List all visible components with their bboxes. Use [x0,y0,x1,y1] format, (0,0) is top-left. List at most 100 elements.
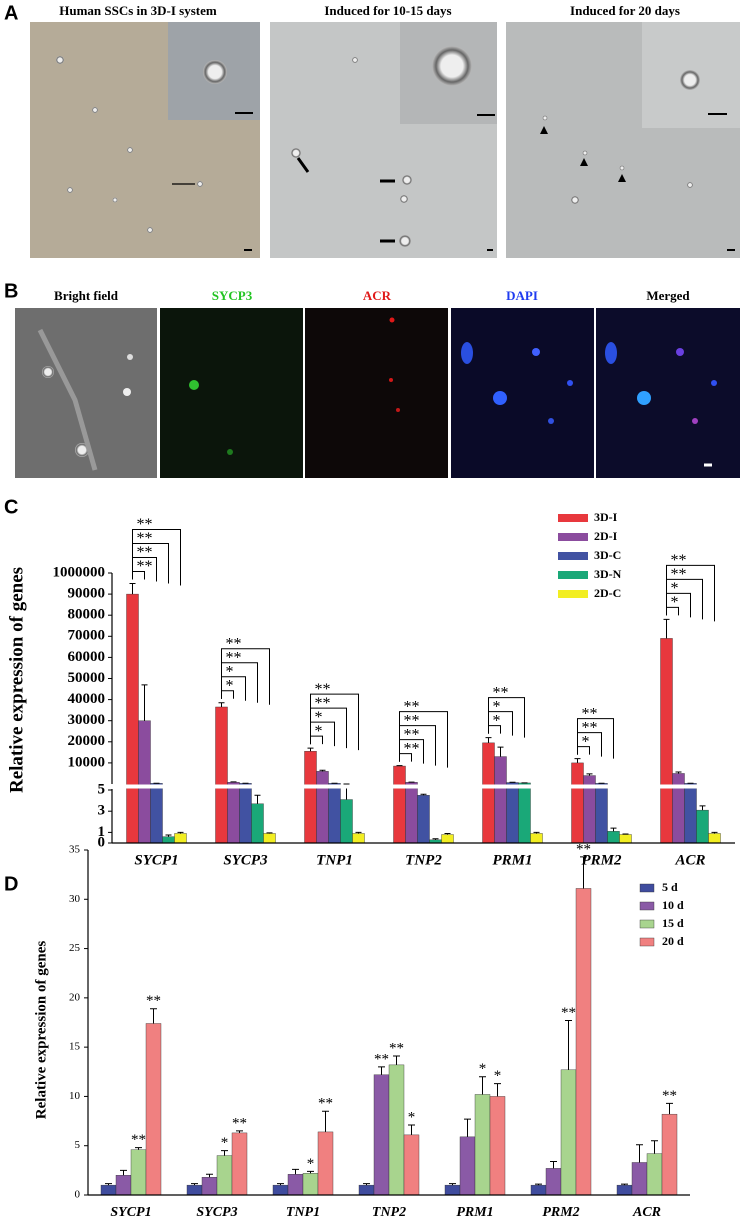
significance-bracket [132,529,181,586]
significance-bracket [577,718,614,759]
significance-label: ** [404,740,420,757]
y-tick-label: 15 [69,1041,81,1053]
error-bar [307,747,314,752]
legend-label: 5 d [662,880,678,894]
legend-swatch [558,590,588,598]
x-tick-label: TNP1 [286,1205,320,1220]
error-bar [420,793,427,796]
error-bar [666,1102,673,1115]
error-bar [120,1169,127,1176]
significance-label: ** [137,544,153,561]
significance-label: ** [576,841,591,857]
x-tick-label: PRM2 [581,852,622,868]
x-tick-label: TNP2 [405,852,442,868]
bar [352,833,365,844]
error-bar [319,769,326,772]
panel-label: C [4,496,18,518]
significance-label: ** [671,552,687,569]
significance-label: * [315,709,323,726]
significance-label: ** [315,681,331,698]
bar [186,1184,203,1196]
bar [708,833,721,844]
error-bar [699,805,706,811]
x-tick-label: SYCP1 [110,1205,151,1220]
error-bar [150,1008,157,1024]
significance-label: * [493,698,501,715]
error-bar [165,834,172,837]
bar [340,799,353,844]
y-tick-label: 60000 [68,649,106,665]
significance-label: ** [318,1096,333,1112]
error-bar [129,583,136,595]
legend-swatch [558,514,588,522]
image-title: Induced for 20 days [570,3,680,18]
y-tick-label: 90000 [68,586,106,602]
axis-break [106,784,735,789]
error-bar [363,1183,370,1186]
y-tick-label: 30 [69,893,81,905]
significance-bracket [221,648,270,705]
error-bar [292,1168,299,1175]
y-tick-label: 25 [69,942,81,954]
significance-label: ** [137,516,153,533]
significance-label: ** [561,1005,576,1021]
error-bar [485,737,492,743]
bar [317,1131,334,1196]
error-bar [610,827,617,832]
error-bar [580,856,587,889]
significance-label: ** [232,1115,247,1131]
y-tick-label: 20000 [68,733,106,749]
significance-label: ** [389,1040,404,1056]
bar [441,834,454,844]
error-bar [533,831,540,834]
y-tick-label: 30000 [68,712,106,728]
panel-label: B [4,280,18,302]
y-tick-label: 0 [75,1189,81,1201]
error-bar [535,1183,542,1186]
significance-label: ** [404,712,420,729]
legend-label: 3D-N [594,567,622,581]
image-title: SYCP3 [212,288,253,303]
significance-label: * [671,594,679,611]
error-bar [236,1130,243,1133]
significance-bracket [310,693,359,751]
significance-label: * [226,663,234,680]
error-bar [221,1150,228,1156]
error-bar [479,1076,486,1095]
significance-label: * [226,677,234,694]
error-bar [432,838,439,840]
error-bar [307,1170,314,1174]
error-bar [277,1183,284,1186]
bar [530,833,543,844]
significance-label: ** [582,719,598,736]
legend-label: 3D-I [594,510,618,524]
y-tick-label: 0 [98,834,106,850]
error-bar [254,794,261,804]
bar [595,783,608,844]
bar [130,1149,147,1196]
error-bar [444,832,451,835]
x-tick-label: ACR [632,1205,661,1220]
bar [150,783,163,844]
bar [506,782,519,844]
legend-swatch [639,901,655,911]
y-tick-label: 10 [69,1090,81,1102]
error-bar [663,618,670,639]
bar [575,888,592,1196]
error-bar [464,1118,471,1137]
bar [518,782,531,844]
bar [619,834,632,844]
y-tick-label: 40000 [68,691,106,707]
bar [530,1184,547,1196]
bar [571,762,584,844]
y-tick-label: 1000000 [53,564,106,580]
x-tick-label: TNP2 [372,1205,406,1220]
error-bar [322,1110,329,1132]
micrograph [30,22,260,258]
bar [444,1184,461,1196]
bar [358,1184,375,1196]
error-bar [621,1183,628,1186]
bar [239,783,252,844]
